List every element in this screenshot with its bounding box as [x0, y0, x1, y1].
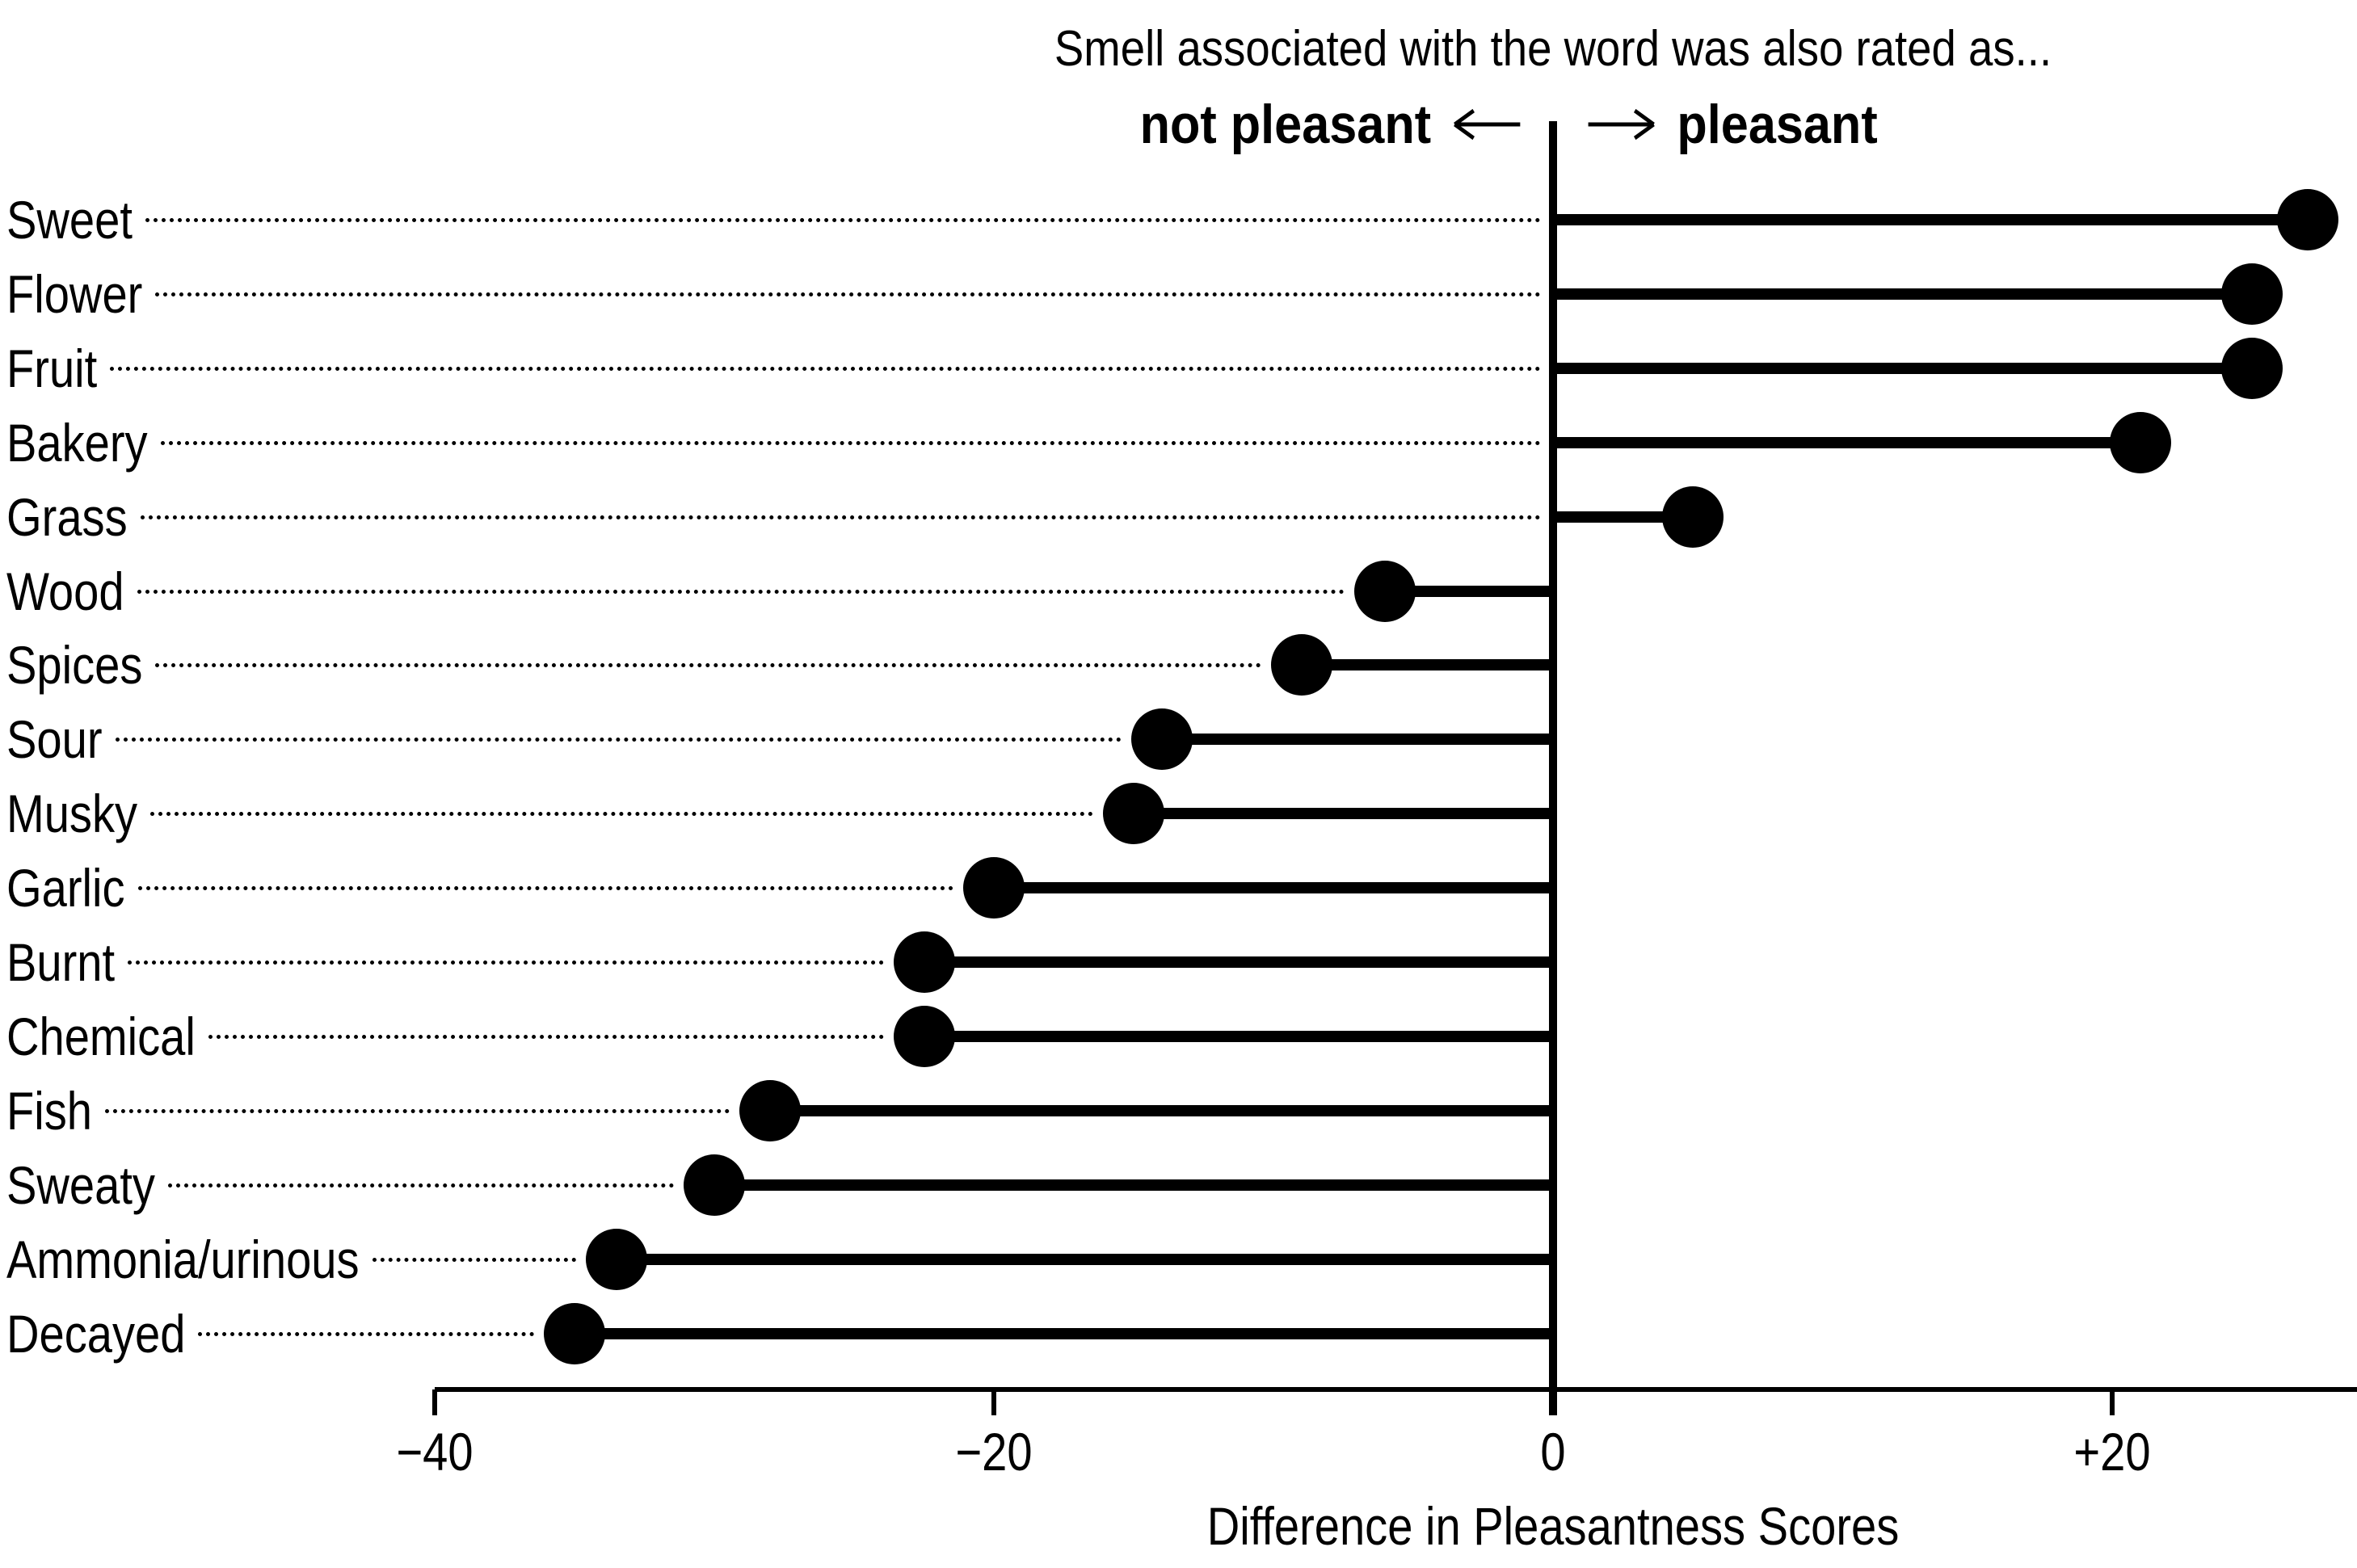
- lollipop-dot: [684, 1154, 745, 1216]
- leader-dots: [208, 1035, 884, 1039]
- category-label-text: Decayed: [6, 1304, 186, 1364]
- category-label-text: Fruit: [6, 338, 98, 398]
- pleasant-label: pleasant: [1677, 94, 1878, 155]
- category-label: Sweet: [6, 183, 154, 257]
- leader-dots: [372, 1258, 576, 1262]
- category-label-text: Chemical: [6, 1007, 196, 1066]
- lollipop-stem: [994, 882, 1553, 893]
- lollipop-dot: [2277, 189, 2338, 250]
- lollipop-stem: [714, 1179, 1553, 1191]
- category-label-text: Grass: [6, 487, 128, 547]
- category-label: Bakery: [6, 406, 172, 480]
- leader-dots: [137, 590, 1345, 594]
- category-label-text: Flower: [6, 264, 143, 324]
- lollipop-dot: [739, 1080, 801, 1141]
- lollipop-dot: [1271, 634, 1332, 696]
- leader-dots: [161, 441, 1541, 445]
- lollipop-dot: [2221, 338, 2283, 399]
- leader-dots: [128, 961, 884, 965]
- lollipop-stem: [770, 1105, 1553, 1116]
- category-label-text: Bakery: [6, 413, 148, 473]
- category-label-text: Sweet: [6, 190, 133, 250]
- lollipop-dot: [544, 1303, 605, 1364]
- category-label: Wood: [6, 554, 145, 628]
- category-label: Fruit: [6, 331, 113, 406]
- leader-dots: [105, 1109, 730, 1113]
- category-label: Flower: [6, 257, 166, 331]
- leader-dots: [138, 886, 953, 890]
- lollipop-stem: [924, 956, 1553, 968]
- zero-baseline: [1549, 121, 1557, 1415]
- x-axis-tick-mark: [432, 1389, 437, 1415]
- category-label: Decayed: [6, 1297, 217, 1371]
- lollipop-stem: [1553, 363, 2252, 374]
- lollipop-stem: [1162, 734, 1553, 745]
- x-axis-tick-mark: [991, 1389, 996, 1415]
- leader-dots: [145, 218, 1541, 222]
- category-label: Sweaty: [6, 1148, 181, 1222]
- x-axis-tick-mark: [2110, 1389, 2115, 1415]
- leader-dots: [168, 1183, 674, 1188]
- category-label: Spices: [6, 628, 166, 702]
- leader-dots: [198, 1332, 534, 1336]
- leader-dots: [141, 515, 1541, 519]
- category-label-text: Spices: [6, 635, 143, 695]
- category-label-text: Ammonia/urinous: [6, 1230, 360, 1289]
- x-axis-title: Difference in Pleasantness Scores: [1206, 1496, 1900, 1556]
- x-axis-tick-label: −40: [396, 1422, 474, 1482]
- category-label: Ammonia/urinous: [6, 1222, 422, 1297]
- lollipop-stem: [1553, 437, 2140, 448]
- category-label-text: Sour: [6, 709, 103, 769]
- x-axis-line: [435, 1387, 2357, 1392]
- leader-dots: [155, 663, 1261, 667]
- lollipop-stem: [617, 1254, 1553, 1265]
- lollipop-dot: [1131, 708, 1193, 770]
- leader-dots: [116, 738, 1122, 742]
- category-label: Burnt: [6, 925, 134, 999]
- lollipop-stem: [1385, 586, 1553, 597]
- category-label: Chemical: [6, 999, 229, 1074]
- leader-dots: [150, 812, 1093, 816]
- category-label-text: Sweaty: [6, 1155, 155, 1215]
- category-label: Fish: [6, 1074, 107, 1148]
- category-label: Sour: [6, 702, 119, 776]
- long-right-arrow-icon: [1585, 105, 1658, 144]
- long-left-arrow-icon: [1450, 105, 1522, 144]
- direction-annotation-left: not pleasant: [1139, 90, 1522, 158]
- category-label-text: Musky: [6, 784, 138, 843]
- lollipop-stem: [1553, 511, 1693, 523]
- category-label-text: Wood: [6, 561, 124, 621]
- x-axis-tick-label: 0: [1540, 1422, 1566, 1482]
- lollipop-stem: [924, 1031, 1553, 1042]
- lollipop-dot: [1354, 561, 1416, 622]
- category-label-text: Burnt: [6, 932, 116, 992]
- direction-annotation-right: pleasant: [1585, 90, 1878, 158]
- lollipop-dot: [894, 1006, 955, 1067]
- lollipop-stem: [575, 1328, 1553, 1339]
- not-pleasant-label: not pleasant: [1139, 94, 1431, 155]
- category-label-text: Garlic: [6, 858, 125, 918]
- x-axis-tick-label: −20: [955, 1422, 1033, 1482]
- lollipop-dot: [963, 857, 1025, 919]
- lollipop-stem: [1134, 808, 1553, 819]
- category-label: Musky: [6, 776, 161, 851]
- lollipop-stem: [1302, 659, 1553, 670]
- lollipop-stem: [1553, 288, 2252, 300]
- leader-dots: [155, 292, 1541, 296]
- lollipop-dot: [2110, 412, 2171, 473]
- chart-title: Smell associated with the word was also …: [1054, 21, 2052, 77]
- lollipop-dot: [1103, 783, 1164, 844]
- category-label: Garlic: [6, 851, 145, 925]
- lollipop-dot: [894, 931, 955, 993]
- lollipop-dot: [586, 1229, 647, 1290]
- lollipop-stem: [1553, 214, 2308, 225]
- category-label: Grass: [6, 480, 149, 554]
- leader-dots: [110, 367, 1541, 371]
- category-label-text: Fish: [6, 1081, 92, 1141]
- lollipop-dot: [2221, 263, 2283, 325]
- lollipop-dot: [1662, 486, 1724, 548]
- x-axis-tick-label: +20: [2073, 1422, 2151, 1482]
